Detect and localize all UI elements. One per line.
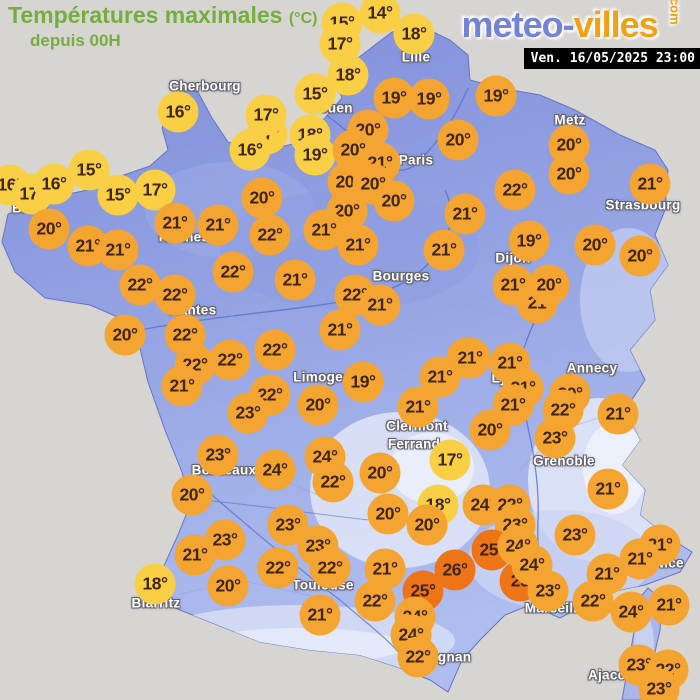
temp-bubble[interactable]: 23° xyxy=(527,570,569,612)
temp-bubble[interactable]: 21° xyxy=(319,309,361,351)
temp-bubble[interactable]: 21° xyxy=(197,204,239,246)
temp-bubble[interactable]: 22° xyxy=(309,547,351,589)
temp-bubble[interactable]: 17° xyxy=(245,94,287,136)
datetime-badge: Ven. 16/05/2025 23:00 xyxy=(523,48,700,69)
temp-bubble[interactable]: 21° xyxy=(337,224,379,266)
temp-bubble[interactable]: 21° xyxy=(397,386,439,428)
temp-bubble[interactable]: 20° xyxy=(241,177,283,219)
temp-bubble[interactable]: 22° xyxy=(572,580,614,622)
temp-bubble[interactable]: 20° xyxy=(207,565,249,607)
temp-bubble[interactable]: 17° xyxy=(429,439,471,481)
temp-bubble[interactable]: 19° xyxy=(342,361,384,403)
temp-bubble[interactable]: 20° xyxy=(373,180,415,222)
temp-bubble[interactable]: 15° xyxy=(68,149,110,191)
temp-bubble[interactable]: 21° xyxy=(648,584,690,626)
temp-bubble[interactable]: 14° xyxy=(359,0,401,34)
temp-bubble[interactable]: 22° xyxy=(312,461,354,503)
temp-bubble[interactable]: 21° xyxy=(597,393,639,435)
temp-bubble[interactable]: 23° xyxy=(197,434,239,476)
temp-bubble[interactable]: 22° xyxy=(257,547,299,589)
temp-bubble[interactable]: 22° xyxy=(397,636,439,678)
temp-bubble[interactable]: 21° xyxy=(161,365,203,407)
temp-bubble[interactable]: 19° xyxy=(373,77,415,119)
temp-bubble[interactable]: 21° xyxy=(274,259,316,301)
temp-bubble[interactable]: 21° xyxy=(492,264,534,306)
temp-bubble[interactable]: 21° xyxy=(299,594,341,636)
temp-bubble[interactable]: 15° xyxy=(97,174,139,216)
title-text: Températures maximales xyxy=(8,2,283,28)
header: Températures maximales (°C) depuis 00H xyxy=(8,2,317,51)
temp-bubble[interactable]: 22° xyxy=(249,214,291,256)
temp-bubble[interactable]: 21° xyxy=(423,229,465,271)
temp-bubble[interactable]: 21° xyxy=(444,193,486,235)
temp-bubble[interactable]: 18° xyxy=(393,13,435,55)
temp-bubble[interactable]: 21° xyxy=(587,468,629,510)
title-unit: (°C) xyxy=(288,10,318,27)
temp-bubble[interactable]: 20° xyxy=(574,224,616,266)
temp-bubble[interactable]: 22° xyxy=(209,339,251,381)
temp-bubble[interactable]: 23° xyxy=(638,668,680,700)
temp-bubble[interactable]: 24° xyxy=(610,591,652,633)
temp-bubble[interactable]: 22° xyxy=(494,169,536,211)
temp-bubble[interactable]: 20° xyxy=(104,314,146,356)
page-subtitle: depuis 00H xyxy=(30,31,121,50)
temp-bubble[interactable]: 22° xyxy=(254,329,296,371)
temp-bubble[interactable]: 16° xyxy=(157,91,199,133)
temp-bubble[interactable]: 21° xyxy=(154,202,196,244)
temp-bubble[interactable]: 22° xyxy=(212,251,254,293)
temp-bubble[interactable]: 15° xyxy=(294,73,336,115)
temp-bubble[interactable]: 20° xyxy=(359,452,401,494)
temp-bubble[interactable]: 23° xyxy=(267,504,309,546)
temp-bubble[interactable]: 21° xyxy=(303,209,345,251)
logo-part-villes: villes xyxy=(573,4,659,45)
temp-bubble[interactable]: 20° xyxy=(528,264,570,306)
temp-bubble[interactable]: 18° xyxy=(134,563,176,605)
logo-dotcom: .com xyxy=(667,0,683,25)
meteo-villes-logo[interactable]: meteo-villes .com xyxy=(461,0,690,46)
temp-bubble[interactable]: 22° xyxy=(154,274,196,316)
temp-bubble[interactable]: 21° xyxy=(174,534,216,576)
temp-bubble[interactable]: 21° xyxy=(359,284,401,326)
temp-bubble[interactable]: 22° xyxy=(354,580,396,622)
temp-bubble[interactable]: 21° xyxy=(449,337,491,379)
temp-bubble[interactable]: 20° xyxy=(171,474,213,516)
temp-bubble[interactable]: 20° xyxy=(437,119,479,161)
temp-bubble[interactable]: 19° xyxy=(294,134,336,176)
temp-bubble[interactable]: 23° xyxy=(534,417,576,459)
temp-bubble[interactable]: 20° xyxy=(406,504,448,546)
logo-part-meteo: meteo- xyxy=(461,4,575,45)
temp-bubble[interactable]: 21° xyxy=(629,163,671,205)
temp-bubble[interactable]: 19° xyxy=(475,75,517,117)
temp-bubble[interactable]: 20° xyxy=(548,153,590,195)
temp-bubble[interactable]: 20° xyxy=(28,208,70,250)
temp-bubble[interactable]: 19° xyxy=(408,78,450,120)
temp-bubble[interactable]: 20° xyxy=(619,235,661,277)
temp-bubble[interactable]: 19° xyxy=(508,220,550,262)
temp-bubble[interactable]: 20° xyxy=(297,384,339,426)
temp-bubble[interactable]: 21° xyxy=(97,229,139,271)
temp-bubble[interactable]: 20° xyxy=(367,493,409,535)
temp-bubble[interactable]: 16° xyxy=(33,163,75,205)
page-title: Températures maximales (°C) xyxy=(8,2,317,29)
temp-bubble[interactable]: 23° xyxy=(227,392,269,434)
temp-bubble[interactable]: 24° xyxy=(254,449,296,491)
temp-bubble[interactable]: 20° xyxy=(469,409,511,451)
temp-bubble[interactable]: 16° xyxy=(229,129,271,171)
temp-bubble[interactable]: 22° xyxy=(119,264,161,306)
temp-bubble[interactable]: 23° xyxy=(554,514,596,556)
